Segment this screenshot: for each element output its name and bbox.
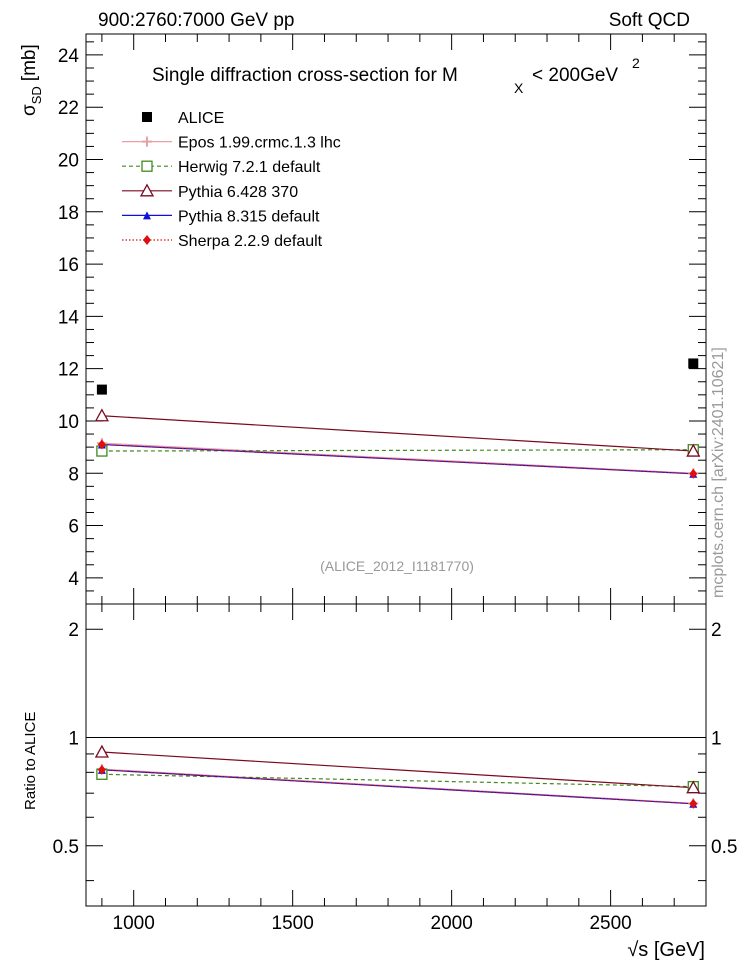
ratio-plot-frame [85, 603, 707, 907]
y-tick-label: 10 [58, 412, 79, 433]
ratio-y-tick-label-right: 2 [711, 620, 722, 641]
series-marker [141, 160, 153, 172]
ratio-series-line [101, 751, 694, 789]
legend-label: Epos 1.99.crmc.1.3 lhc [178, 135, 341, 152]
legend-label: Pythia 6.428 370 [178, 184, 298, 201]
y-tick-label: 24 [58, 46, 80, 67]
y-tick-label: 4 [68, 569, 79, 590]
data-marker [96, 384, 107, 395]
series-line [101, 449, 694, 452]
series-marker [143, 211, 151, 220]
x-tick-label: 2500 [589, 913, 631, 934]
series-marker [97, 439, 106, 450]
curves-group [101, 415, 694, 805]
series-line [101, 443, 694, 475]
legend-label: Sherpa 2.2.9 default [178, 233, 323, 250]
ratio-y-tick-label: 2 [68, 620, 79, 641]
x-tick-label: 2000 [431, 913, 473, 934]
series-marker [97, 764, 106, 775]
x-axis-label-unit: [GeV] [654, 939, 705, 961]
y-axis-label: σSD [mb] [19, 44, 44, 116]
chart-title-subscript: X [514, 80, 524, 96]
ratio-y-tick-label-right: 0.5 [711, 837, 737, 858]
y-tick-label: 20 [58, 151, 79, 172]
data-marker [142, 112, 152, 122]
y-tick-label: 16 [58, 255, 79, 276]
series-marker [142, 136, 152, 147]
legend-label: ALICE [178, 110, 224, 127]
ratio-series-line [101, 773, 694, 788]
series-marker [689, 798, 698, 809]
series-marker [94, 408, 109, 422]
series-marker [686, 443, 701, 457]
y-tick-label: 12 [58, 360, 79, 381]
ratio-y-tick-label: 1 [68, 728, 79, 749]
y-tick-label: 8 [68, 464, 79, 485]
y-tick-label: 18 [58, 203, 79, 224]
chart-title-rest: < 200GeV [532, 65, 618, 86]
y-axis-label-unit: [mb] [19, 44, 40, 81]
legend: ALICE Epos 1.99.crmc.1.3 lhc Herwig 7.2.1 … [122, 110, 341, 250]
ratio-series-line [101, 769, 694, 805]
y-tick-label: 14 [58, 307, 80, 328]
watermark-label: mcplots.cern.ch [arXiv:2401.10621] [710, 347, 727, 598]
ratio-y-axis-label: Ratio to ALICE [22, 712, 39, 810]
data-marker [688, 358, 699, 369]
series-line [101, 415, 694, 452]
chart-title-main: Single diffraction cross-section for M [152, 65, 458, 86]
y-axis-label-sub: SD [29, 86, 44, 104]
chart-title-superscript: 2 [632, 55, 640, 71]
ratio-y-tick-label-right: 1 [711, 728, 722, 749]
ratio-y-tick-label: 0.5 [53, 837, 79, 858]
x-axis-label: √s [GeV] [627, 939, 705, 961]
analysis-label: (ALICE_2012_I1181770) [320, 558, 474, 574]
y-tick-label: 6 [68, 517, 79, 538]
series-marker [143, 235, 151, 245]
header-left-label: 900:2760:7000 GeV pp [98, 10, 295, 31]
x-tick-label: 1500 [272, 913, 314, 934]
legend-label: Herwig 7.2.1 default [178, 159, 321, 176]
series-marker [94, 744, 109, 758]
x-axis-label-sqrt: √s [627, 939, 648, 961]
series-line [101, 442, 694, 474]
header-right-label: Soft QCD [609, 10, 690, 31]
series-marker [689, 468, 698, 479]
series-marker [139, 183, 155, 197]
x-tick-label: 1000 [113, 913, 155, 934]
y-axis-label-main: σ [19, 104, 40, 116]
y-tick-label: 22 [58, 98, 79, 119]
series-marker [686, 780, 701, 794]
chart-title: Single diffraction cross-section for M [152, 65, 458, 86]
markers-group [94, 358, 701, 809]
legend-label: Pythia 8.315 default [178, 208, 320, 225]
